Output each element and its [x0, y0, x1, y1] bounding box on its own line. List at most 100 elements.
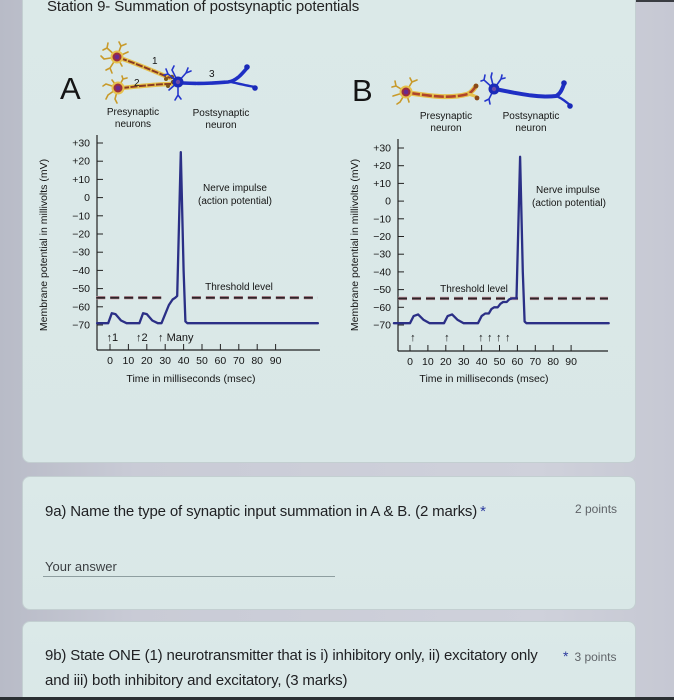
stimulus-arrow-icon: ↑	[444, 332, 450, 344]
question-9a-points: 2 points	[575, 502, 618, 516]
presynaptic-neuron-2-icon	[102, 75, 176, 104]
x-tick-label: 0	[407, 356, 413, 368]
x-tick-label: 10	[422, 356, 434, 368]
y-tick-label: +10	[373, 178, 391, 190]
chart-b: Membrane potential in millivolts (mV) Ti…	[349, 139, 610, 385]
presynaptic-label-line2: neurons	[115, 119, 151, 130]
x-tick-label: 20	[440, 356, 452, 368]
x-tick-label: 80	[547, 356, 559, 368]
stimulus-arrow-icon: ↑ Many	[158, 332, 194, 344]
panel-b-letter: B	[352, 73, 373, 108]
membrane-potential-trace	[95, 150, 320, 325]
required-asterisk-icon: *	[563, 648, 569, 664]
x-tick-label: 90	[565, 356, 577, 368]
y-axis-title: Membrane potential in millivolts (mV)	[349, 159, 361, 331]
nerve-impulse-label: Nerve impulse	[203, 183, 267, 194]
question-9a-label: 9a) Name the type of synaptic input summ…	[45, 503, 478, 520]
chart-a: Membrane potential in millivolts (mV) Ti…	[38, 135, 320, 385]
y-tick-label: +30	[72, 138, 90, 150]
postsynaptic-label-line2: neuron	[515, 123, 546, 134]
question-9b-label: 9b) State ONE (1) neurotransmitter that …	[45, 647, 538, 689]
stimulus-arrow-icon: ↑2	[136, 332, 148, 344]
y-tick-label: −60	[72, 301, 90, 313]
stimulus-arrow-icon: ↑	[496, 332, 502, 344]
stimulus-arrow-icon: ↑	[505, 332, 511, 344]
x-tick-label: 60	[512, 356, 524, 368]
stimulus-arrow-icon: ↑	[487, 332, 493, 344]
summation-figure: A	[38, 41, 610, 385]
nerve-impulse-label: Nerve impulse	[536, 185, 600, 196]
y-tick-label: −70	[72, 320, 90, 332]
y-tick-label: 0	[84, 192, 90, 204]
question-card-9b	[22, 621, 636, 700]
stimulus-arrow-icon: ↑	[478, 332, 484, 344]
postsynaptic-label-line2: neuron	[205, 120, 236, 131]
x-tick-label: 20	[141, 355, 153, 367]
y-tick-label: −30	[373, 249, 391, 261]
y-tick-label: −60	[373, 302, 391, 314]
y-tick-label: −10	[373, 213, 391, 225]
question-card-9a	[22, 476, 636, 610]
presynaptic-label-line2: neuron	[430, 123, 461, 134]
question-9a-text: 9a) Name the type of synaptic input summ…	[45, 499, 486, 524]
y-tick-label: −10	[72, 210, 90, 222]
x-tick-label: 10	[123, 355, 135, 367]
y-tick-label: −50	[373, 284, 391, 296]
figure-card	[22, 0, 636, 463]
y-tick-label: +20	[373, 160, 391, 172]
question-9b-points: * 3 points	[563, 648, 616, 664]
points-label: 3 points	[574, 650, 617, 664]
required-asterisk-icon: *	[480, 503, 486, 520]
presynaptic-label: Presynaptic	[420, 111, 472, 122]
y-tick-label: −50	[72, 283, 90, 295]
y-tick-label: +20	[72, 156, 90, 168]
neuron-number-1: 1	[152, 56, 158, 67]
panel-b-illustration: B	[352, 72, 573, 134]
y-tick-label: −20	[373, 231, 391, 243]
x-tick-label: 70	[529, 356, 541, 368]
x-tick-label: 90	[270, 355, 282, 367]
neuron-number-2: 2	[134, 78, 140, 89]
x-tick-label: 40	[476, 356, 488, 368]
neuron-number-3: 3	[209, 69, 215, 80]
page-title: Station 9- Summation of postsynaptic pot…	[47, 0, 360, 15]
panel-a-letter: A	[60, 71, 81, 106]
y-tick-label: −40	[72, 265, 90, 277]
screen-edge-bottom	[0, 697, 674, 700]
x-tick-label: 40	[178, 355, 190, 367]
y-tick-label: −40	[373, 266, 391, 278]
x-tick-label: 30	[458, 356, 470, 368]
presynaptic-neuron-1-icon	[100, 41, 175, 81]
stimulus-arrow-icon: ↑	[410, 332, 416, 344]
postsynaptic-neuron-icon	[163, 64, 258, 101]
presynaptic-label: Presynaptic	[107, 107, 159, 118]
x-axis-title: Time in milliseconds (msec)	[126, 373, 255, 385]
postsynaptic-label: Postsynaptic	[193, 108, 250, 119]
y-tick-label: 0	[385, 196, 391, 208]
postsynaptic-label: Postsynaptic	[503, 111, 560, 122]
x-axis-title: Time in milliseconds (msec)	[419, 373, 548, 385]
presynaptic-neuron-icon	[391, 77, 480, 105]
screen-edge-top	[598, 0, 674, 2]
answer-input-9a[interactable]	[43, 556, 335, 577]
membrane-potential-trace	[392, 155, 610, 325]
threshold-label: Threshold level	[440, 284, 508, 295]
action-potential-label: (action potential)	[532, 198, 606, 209]
stimulus-arrow-icon: ↑1	[107, 332, 119, 344]
x-tick-label: 30	[159, 355, 171, 367]
y-tick-label: −20	[72, 229, 90, 241]
action-potential-label: (action potential)	[198, 196, 272, 207]
x-tick-label: 80	[251, 355, 263, 367]
y-tick-label: +10	[72, 174, 90, 186]
x-tick-label: 50	[494, 356, 506, 368]
postsynaptic-neuron-icon	[480, 72, 573, 109]
y-tick-label: +30	[373, 143, 391, 155]
panel-a-illustration: A	[60, 41, 258, 131]
x-tick-label: 60	[215, 355, 227, 367]
x-tick-label: 0	[107, 355, 113, 367]
y-axis-title: Membrane potential in millivolts (mV)	[38, 159, 50, 331]
y-tick-label: −30	[72, 247, 90, 259]
x-tick-label: 70	[233, 355, 245, 367]
threshold-label: Threshold level	[205, 282, 273, 293]
x-tick-label: 50	[196, 355, 208, 367]
